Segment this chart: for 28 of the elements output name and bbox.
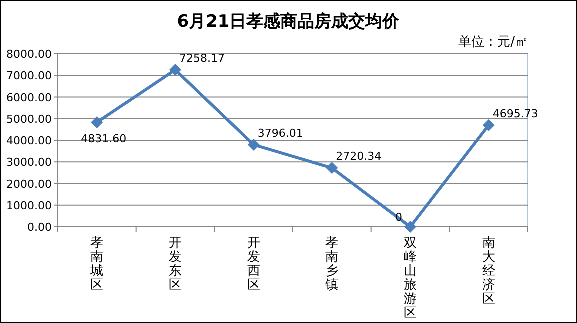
data-label: 7258.17	[180, 52, 225, 66]
data-label: 4695.73	[492, 107, 538, 120]
y-tick-label: 6000.00	[6, 91, 52, 104]
data-label: 2720.34	[336, 150, 382, 164]
point	[326, 162, 338, 174]
x-tick-label: 开发东区	[169, 236, 182, 293]
y-tick-label: 2000.00	[6, 178, 52, 191]
point	[170, 64, 182, 76]
y-tick-label: 4000.00	[6, 134, 52, 148]
data-label: 3796.01	[258, 126, 304, 140]
y-tick-label: 7000.00	[6, 70, 52, 83]
x-tick-label: 开发西区	[247, 236, 260, 293]
x-tick-label: 孝南乡镇	[324, 236, 339, 293]
point	[248, 138, 260, 151]
x-tick-label: 南大经济区	[482, 236, 496, 307]
y-tick-label: 0.00	[28, 221, 52, 234]
data-label: 4831.60	[81, 132, 127, 146]
point	[482, 119, 495, 132]
point	[91, 116, 104, 129]
y-tick-label: 3000.00	[6, 156, 52, 170]
point	[404, 221, 416, 233]
x-tick-label: 孝南城区	[90, 236, 104, 293]
x-tick-label: 双峰山旅游区	[404, 236, 417, 321]
y-tick-label: 1000.00	[6, 199, 52, 212]
chart-title: 6月21日孝感商品房成交均价	[177, 12, 401, 32]
y-tick-label: 5000.00	[6, 112, 52, 126]
text: 单位：元/㎡	[458, 35, 528, 50]
y-tick-label: 8000.00	[6, 48, 52, 61]
